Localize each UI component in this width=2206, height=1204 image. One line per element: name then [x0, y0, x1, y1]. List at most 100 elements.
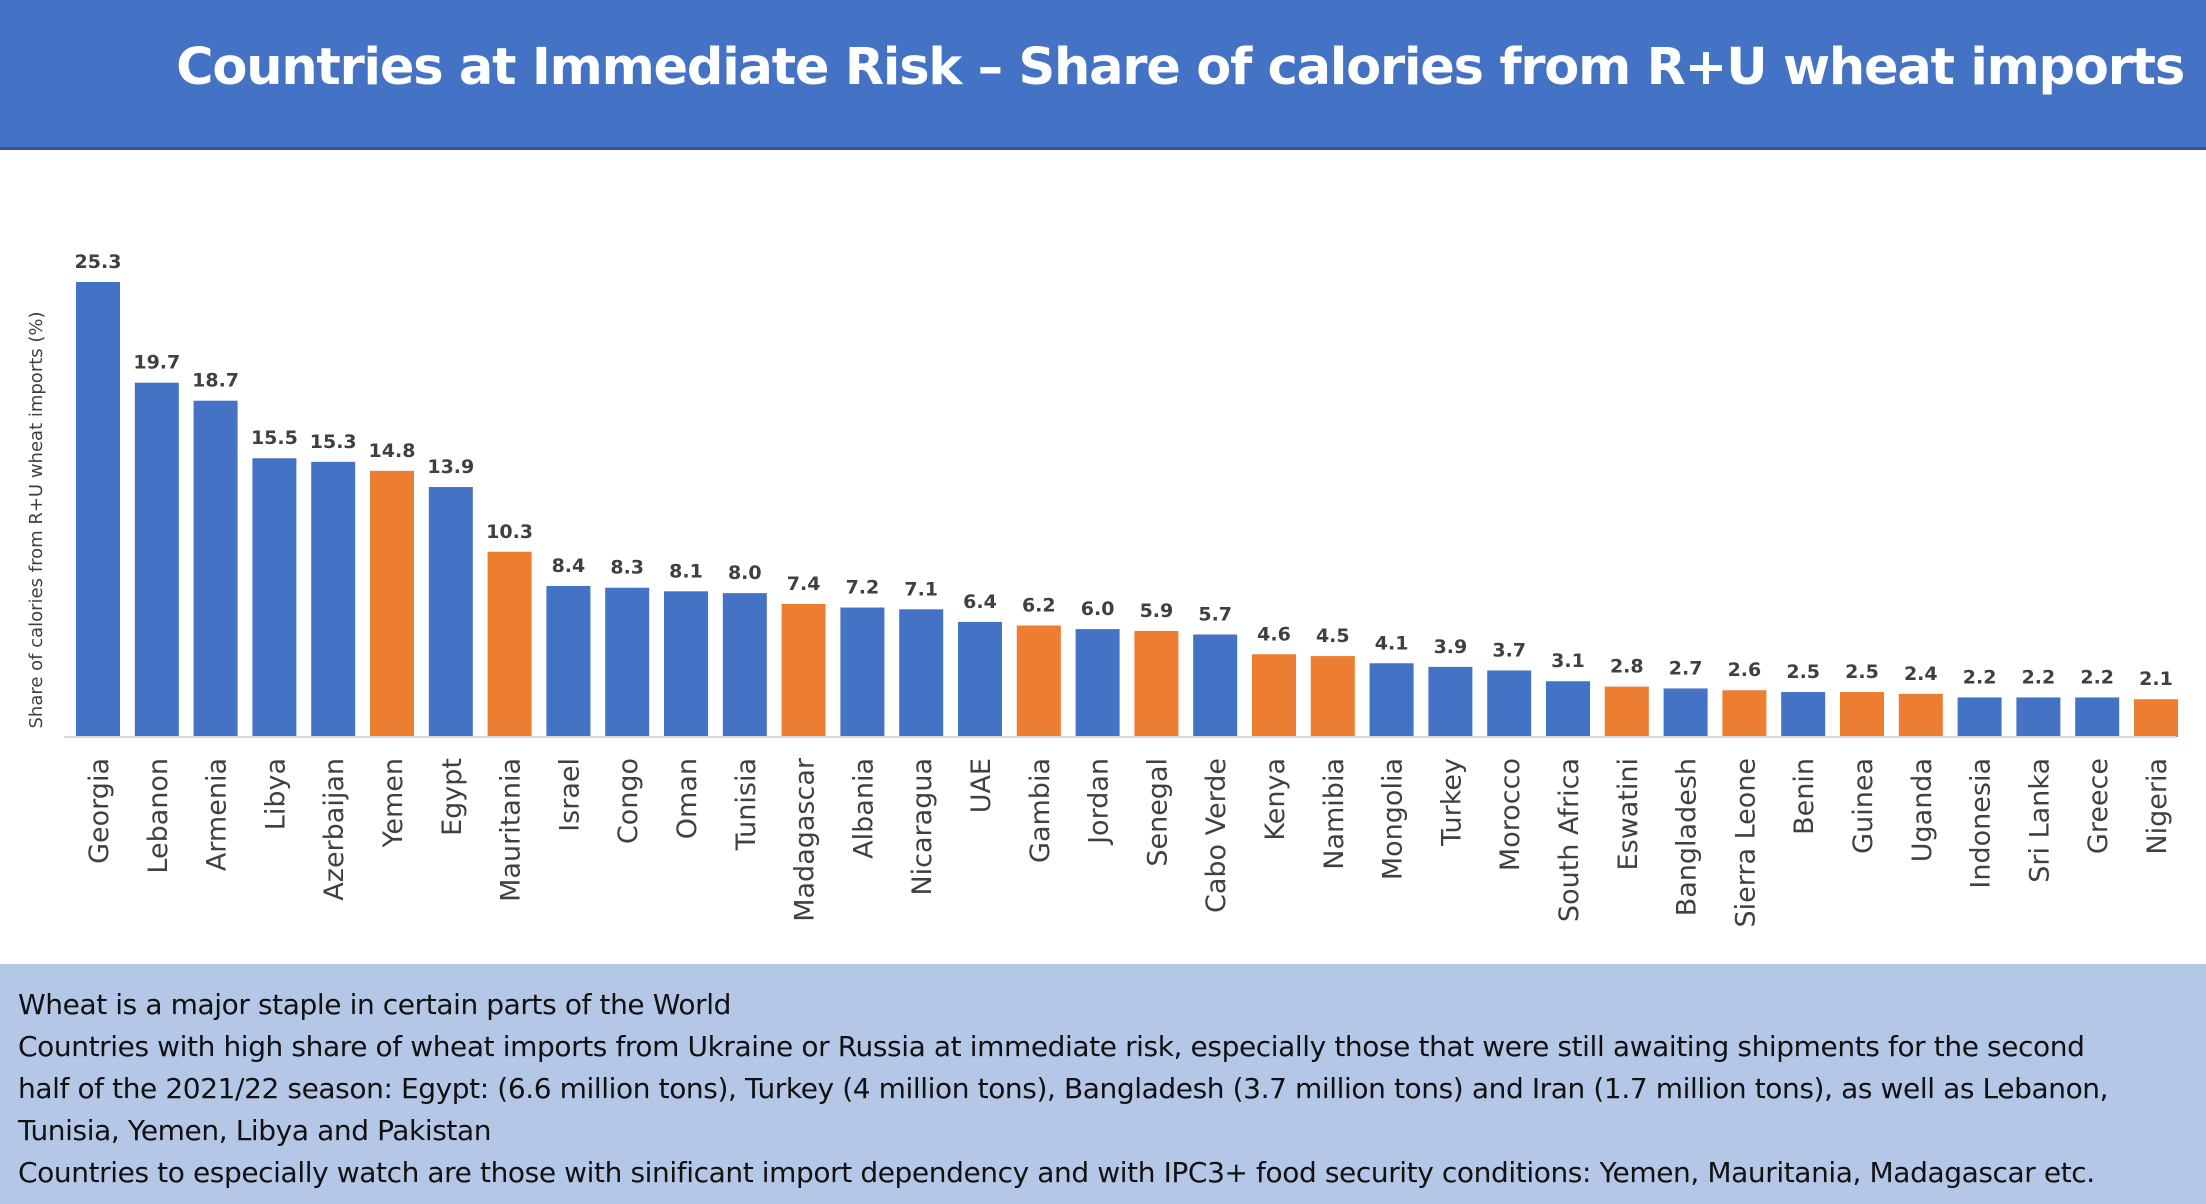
value-label: 2.2	[2022, 666, 2056, 688]
bar-mongolia	[1369, 663, 1414, 737]
value-label: 15.5	[251, 427, 298, 449]
category-label: Oman	[672, 758, 703, 839]
page-title: Countries at Immediate Risk – Share of c…	[176, 38, 2185, 97]
value-label: 15.3	[310, 431, 357, 453]
value-label: 4.6	[1257, 623, 1291, 645]
value-label: 6.4	[963, 591, 997, 613]
value-label: 25.3	[75, 251, 122, 273]
bar-albania	[840, 607, 885, 737]
value-label: 3.1	[1551, 650, 1585, 672]
value-label: 19.7	[133, 352, 180, 374]
bar-uae	[958, 621, 1002, 737]
value-label: 8.4	[552, 555, 586, 577]
category-label: South Africa	[1554, 758, 1585, 922]
bar-sierra-leone	[1722, 690, 1767, 737]
value-label: 7.4	[787, 573, 821, 595]
y-axis-title: Share of calories from R+U wheat imports…	[26, 311, 47, 728]
bar-libya	[252, 458, 297, 737]
bar-indonesia	[1957, 697, 2002, 737]
value-label: 6.2	[1022, 594, 1056, 616]
value-label: 6.0	[1081, 598, 1115, 620]
value-label: 4.1	[1375, 632, 1409, 654]
value-label: 8.3	[610, 557, 644, 579]
bar-congo	[605, 587, 650, 737]
category-label: Yemen	[378, 758, 409, 849]
bar-guinea	[1840, 692, 1884, 737]
bar-egypt	[428, 487, 473, 737]
category-label: Sri Lanka	[2024, 758, 2055, 883]
bar-kenya	[1252, 654, 1296, 737]
bar-namibia	[1310, 656, 1355, 737]
bar-azerbaijan	[311, 461, 356, 737]
bar-senegal	[1134, 630, 1179, 737]
category-label: Georgia	[84, 758, 115, 864]
category-label: Kenya	[1260, 758, 1291, 841]
note-line: Countries to especially watch are those …	[18, 1156, 2095, 1189]
bars-group	[76, 282, 2178, 737]
value-label: 10.3	[486, 521, 533, 543]
value-labels-group: 25.3 19.7 18.7 15.5 15.3 14.8 13.9 10.3 8.4 8.3 8.…	[75, 251, 2173, 690]
category-label: Morocco	[1495, 758, 1526, 871]
category-label: Eswatini	[1613, 758, 1644, 870]
category-label: Libya	[260, 758, 291, 830]
value-label: 2.2	[1963, 666, 1997, 688]
note-line: half of the 2021/22 season: Egypt: (6.6 …	[18, 1072, 2109, 1105]
bar-south-africa	[1546, 681, 1590, 737]
category-label: Nicaragua	[907, 758, 938, 896]
category-label: Lebanon	[143, 758, 174, 874]
category-label: Madagascar	[790, 757, 821, 922]
bar-bangladesh	[1663, 688, 1708, 737]
note-line: Wheat is a major staple in certain parts…	[18, 988, 731, 1021]
bar-sri-lanka	[2016, 697, 2061, 737]
category-label: Mongolia	[1378, 758, 1409, 880]
bar-yemen	[370, 470, 414, 737]
category-label: Indonesia	[1966, 758, 1997, 889]
value-label: 2.2	[2080, 666, 2114, 688]
bar-nigeria	[2134, 699, 2178, 737]
bar-cabo-verde	[1193, 634, 1238, 737]
bar-greece	[2075, 697, 2120, 737]
bar-jordan	[1075, 629, 1120, 737]
bar-madagascar	[781, 603, 826, 737]
bar-gambia	[1016, 625, 1061, 737]
category-label: Gambia	[1025, 758, 1056, 863]
category-labels-group: Georgia Lebanon Armenia Libya Azerbaijan Yeme…	[84, 757, 2173, 927]
category-label: Jordan	[1084, 758, 1115, 846]
category-label: Turkey	[1436, 758, 1467, 847]
category-label: Armenia	[202, 758, 233, 871]
value-label: 2.5	[1845, 661, 1879, 683]
value-label: 8.0	[728, 562, 762, 584]
bar-oman	[664, 591, 708, 737]
bar-benin	[1781, 692, 1826, 737]
category-label: Israel	[554, 758, 585, 832]
notes-panel: Wheat is a major staple in certain parts…	[0, 964, 2206, 1204]
bar-armenia	[193, 400, 238, 737]
category-label: Azerbaijan	[319, 758, 350, 901]
bar-morocco	[1487, 670, 1532, 737]
category-label: Benin	[1789, 758, 1820, 835]
category-label: UAE	[966, 758, 997, 813]
note-line: Countries with high share of wheat impor…	[18, 1030, 2085, 1063]
category-label: Cabo Verde	[1201, 758, 1232, 913]
category-label: Tunisia	[731, 758, 762, 851]
category-label: Albania	[848, 758, 879, 859]
value-label: 2.1	[2139, 668, 2173, 690]
category-label: Mauritania	[496, 758, 527, 902]
value-label: 5.7	[1198, 603, 1232, 625]
value-label: 3.9	[1434, 636, 1468, 658]
category-label: Senegal	[1142, 758, 1173, 867]
bar-georgia	[76, 282, 120, 737]
value-label: 2.6	[1728, 659, 1762, 681]
category-label: Sierra Leone	[1730, 758, 1761, 928]
note-line: Tunisia, Yemen, Libya and Pakistan	[18, 1114, 492, 1147]
value-label: 2.8	[1610, 656, 1644, 678]
value-label: 2.7	[1669, 657, 1703, 679]
value-label: 8.1	[669, 560, 703, 582]
value-label: 7.1	[904, 578, 938, 600]
value-label: 13.9	[427, 456, 474, 478]
value-label: 4.5	[1316, 625, 1350, 647]
bar-tunisia	[722, 593, 767, 737]
value-label: 18.7	[192, 370, 239, 392]
value-label: 2.5	[1786, 661, 1820, 683]
value-label: 14.8	[369, 440, 416, 462]
